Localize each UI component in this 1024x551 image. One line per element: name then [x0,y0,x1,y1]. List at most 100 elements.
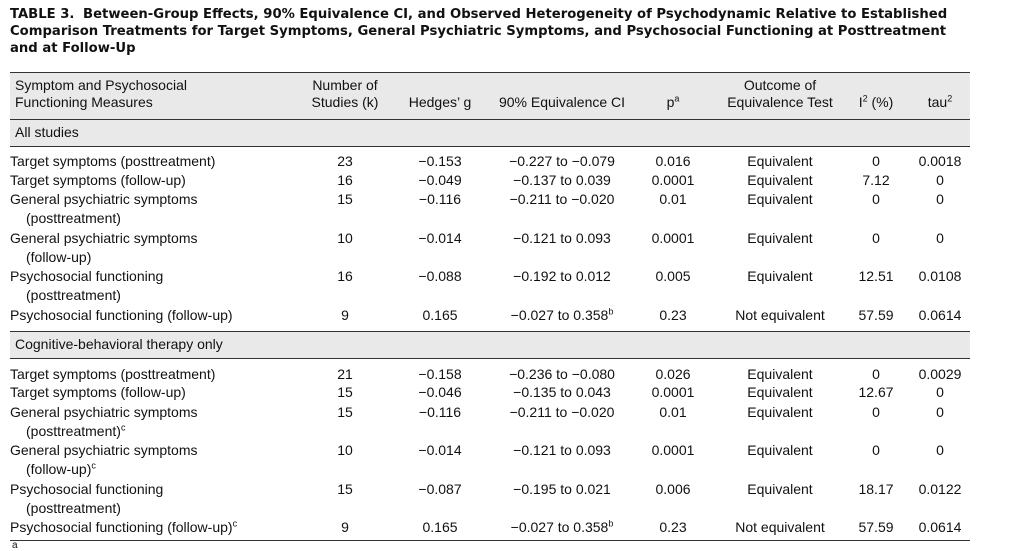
k-cell-text: 15 [337,191,353,207]
measure-cell-continuation: (posttreatment) [26,500,121,517]
ci-cell-text: −0.137 to 0.039 [513,172,611,188]
measure-cell-continuation-text: (follow-up) [26,461,92,477]
tau-cell-text: 0 [936,172,944,188]
g-cell-text: −0.087 [418,481,462,497]
measure-cell-text: Target symptoms (follow-up) [10,384,186,400]
header-p-value: pa [667,94,680,111]
section-rule [10,358,970,360]
measure-cell: General psychiatric symptoms [10,191,198,208]
tau-cell: 0.0029 [919,366,962,383]
ci-cell: −0.236 to −0.080 [509,366,615,383]
p-cell-text: 0.006 [655,481,691,497]
p-cell: 0.016 [655,153,690,170]
outcome-cell-text: Equivalent [747,481,813,497]
k-cell: 15 [337,191,353,208]
p-cell: 0.005 [655,268,690,285]
i2-cell-text: 57.59 [858,307,894,323]
g-cell: −0.158 [418,366,461,383]
outcome-cell-text: Not equivalent [735,307,825,323]
outcome-cell: Equivalent [747,172,812,189]
tau-cell-text: 0.0614 [918,307,962,323]
g-cell-text: −0.116 [418,404,462,420]
ci-cell: −0.227 to −0.079 [509,153,615,170]
table-caption-text: Between-Group Effects, 90% Equivalence C… [10,7,948,56]
p-cell-text: 0.23 [659,519,687,535]
i2-cell-text: 7.12 [862,172,890,188]
k-cell: 23 [337,153,353,170]
measure-cell-text: Psychosocial functioning [10,268,164,284]
i2-cell: 0 [872,191,880,208]
k-cell-text: 23 [337,153,353,169]
k-cell-text: 15 [337,404,353,420]
header-p-text: p [666,94,675,110]
ci-cell: −0.121 to 0.093 [513,442,611,459]
outcome-cell-text: Not equivalent [735,519,825,535]
ci-cell: −0.027 to 0.358b [511,519,614,536]
measure-cell-continuation-text: (posttreatment) [26,500,121,516]
measure-cell: Psychosocial functioning (follow-up)c [10,519,237,536]
measure-cell-continuation: (posttreatment) [26,210,121,227]
section-header-background [10,332,970,358]
tau-cell-text: 0 [936,404,944,420]
measure-cell-continuation: (follow-up) [26,249,91,266]
measure-cell: General psychiatric symptoms [10,442,198,459]
tau-cell: 0 [936,384,944,401]
measure-cell: General psychiatric symptoms [10,230,198,247]
ci-cell-text: −0.195 to 0.021 [513,481,611,497]
k-cell: 16 [337,268,353,285]
g-cell: −0.014 [418,442,461,459]
outcome-cell: Equivalent [747,191,812,208]
tau-cell-text: 0 [936,384,944,400]
g-cell-text: −0.049 [418,172,462,188]
outcome-cell: Equivalent [747,153,812,170]
g-cell: −0.088 [418,268,461,285]
k-cell-text: 15 [337,481,353,497]
header-i2-text: I [858,94,863,110]
g-cell-text: −0.088 [418,268,462,284]
k-cell: 9 [341,519,349,536]
outcome-cell: Not equivalent [735,307,825,324]
ci-cell: −0.192 to 0.012 [513,268,611,285]
g-cell-text: −0.014 [418,442,462,458]
header-tau-text: tau [927,94,948,110]
k-cell-text: 15 [337,384,353,400]
i2-cell-text: 0 [872,442,880,458]
header-i2-superscript: 2 [862,93,868,104]
measure-cell-continuation-text: (posttreatment) [26,210,121,226]
tau-cell: 0.0018 [919,153,962,170]
header-measure-line2: Functioning Measures [15,94,153,110]
ci-cell: −0.121 to 0.093 [513,230,611,247]
i2-cell: 12.51 [858,268,893,285]
p-cell-text: 0.016 [655,153,691,169]
i2-cell-text: 18.17 [858,481,894,497]
g-cell-text: −0.153 [418,153,462,169]
p-cell: 0.01 [659,404,686,421]
outcome-cell: Equivalent [747,384,812,401]
i2-cell-text: 0 [872,230,880,246]
measure-cell-continuation: (follow-up)c [26,461,96,478]
k-cell: 10 [337,230,353,247]
tau-cell-text: 0 [936,230,944,246]
header-tau-superscript: 2 [947,93,953,104]
outcome-cell: Not equivalent [735,519,825,536]
ci-cell-text: −0.192 to 0.012 [513,268,611,284]
measure-cell: Psychosocial functioning [10,481,163,498]
footnote-mark: a [12,540,18,551]
k-cell: 16 [337,172,353,189]
p-cell-text: 0.026 [655,366,691,382]
section-header-background [10,120,970,146]
tau-cell-text: 0 [936,191,944,207]
g-cell: −0.087 [418,481,461,498]
i2-cell: 57.59 [858,307,893,324]
table-bottom-rule [10,540,970,542]
tau-cell: 0.0122 [919,481,962,498]
header-i2-suffix: (%) [867,94,894,110]
ci-cell-text: −0.227 to −0.079 [509,153,615,169]
g-cell-text: 0.165 [422,307,458,323]
header-equivalence-ci: 90% Equivalence CI [498,94,626,110]
i2-cell-text: 0 [872,366,880,382]
tau-cell: 0.0614 [919,307,962,324]
header-p-footnote-mark: a [674,93,680,104]
measure-cell-text: Psychosocial functioning [10,481,164,497]
